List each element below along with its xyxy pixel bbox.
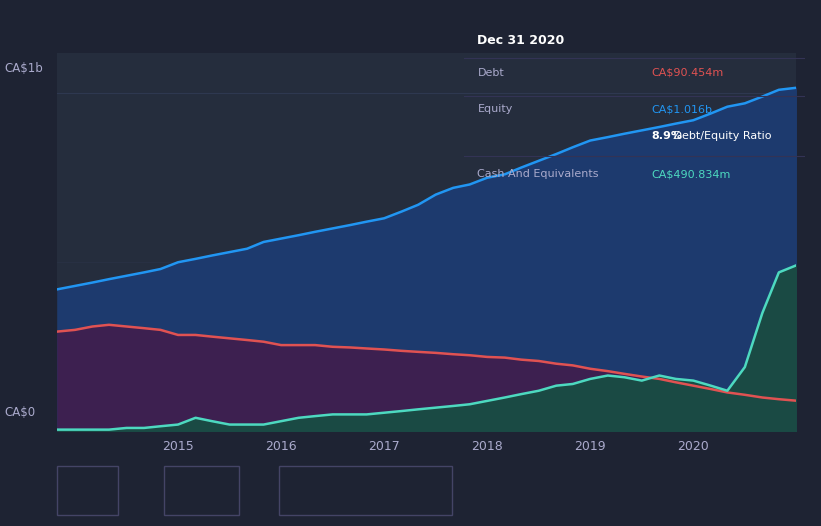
Text: Equity: Equity <box>182 484 220 497</box>
Text: Cash And Equivalents: Cash And Equivalents <box>297 484 426 497</box>
Text: Cash And Equivalents: Cash And Equivalents <box>478 169 599 179</box>
Text: CA$1b: CA$1b <box>4 62 43 75</box>
Text: Equity: Equity <box>478 104 513 114</box>
Text: Debt: Debt <box>76 484 104 497</box>
Text: Debt/Equity Ratio: Debt/Equity Ratio <box>670 132 772 141</box>
Text: ●: ● <box>170 485 178 496</box>
Text: CA$1.016b: CA$1.016b <box>651 104 713 114</box>
Text: CA$0: CA$0 <box>4 407 35 419</box>
Text: 8.9%: 8.9% <box>651 132 682 141</box>
Text: CA$490.834m: CA$490.834m <box>651 169 731 179</box>
Text: Debt: Debt <box>478 68 504 78</box>
Text: ●: ● <box>285 485 293 496</box>
Text: ●: ● <box>63 485 71 496</box>
Text: Dec 31 2020: Dec 31 2020 <box>478 34 565 47</box>
Text: CA$90.454m: CA$90.454m <box>651 68 723 78</box>
